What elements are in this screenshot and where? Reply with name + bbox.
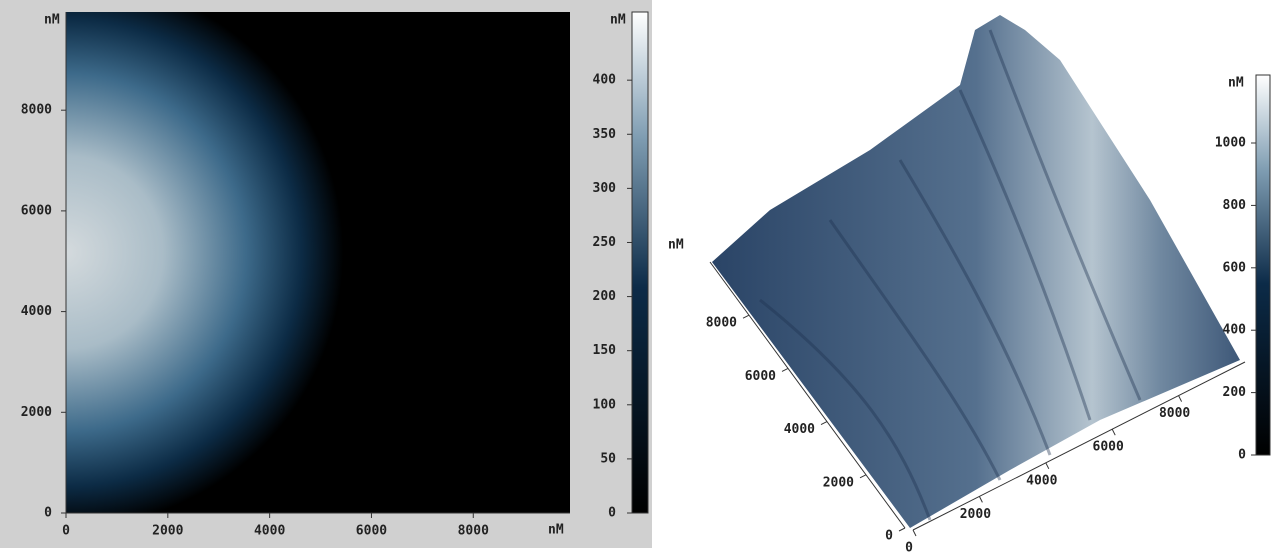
y-axis-label: nM — [668, 238, 684, 253]
colorbar-tick-label: 600 — [1223, 260, 1247, 275]
x-tick-label: 2000 — [152, 524, 183, 539]
x-axis-label: nM — [548, 523, 564, 538]
colorbar-tick-label: 200 — [1223, 385, 1247, 400]
tick-mark — [1178, 395, 1183, 402]
surface-image — [712, 15, 1240, 528]
colorbar-tick-label: 0 — [608, 506, 616, 521]
colorbar-tick-label: 150 — [593, 343, 617, 358]
colorbar-tick-label: 200 — [593, 289, 617, 304]
tick-mark — [820, 421, 828, 426]
colorbar-tick-label: 50 — [600, 451, 616, 466]
x-tick-label: 2000 — [960, 507, 991, 522]
colorbar-tick-label: 300 — [593, 181, 617, 196]
y-tick-label: 2000 — [21, 405, 52, 420]
x-tick-label: 6000 — [356, 524, 387, 539]
y-tick-label: 4000 — [784, 422, 815, 437]
tick-mark — [1045, 462, 1050, 470]
colorbar-tick-label: 1000 — [1215, 136, 1246, 151]
y-tick-label: 6000 — [745, 369, 776, 384]
axis-line — [709, 261, 906, 529]
colorbar-label: nM — [610, 13, 626, 28]
tick-mark — [742, 314, 750, 319]
colorbar-tick-label: 400 — [593, 73, 617, 88]
colorbar-tick-label: 350 — [593, 127, 617, 142]
y-tick-label: 8000 — [706, 316, 737, 331]
colorbar — [631, 11, 649, 514]
y-tick-label: 6000 — [21, 203, 52, 218]
tick-mark — [781, 367, 789, 372]
x-tick-label: 8000 — [458, 524, 489, 539]
colorbar-tick-label: 800 — [1223, 198, 1247, 213]
axis-line — [912, 361, 1246, 531]
surface-ridges — [759, 29, 1142, 521]
y-tick-label: 4000 — [21, 304, 52, 319]
x-tick-label: 4000 — [254, 524, 285, 539]
x-tick-label: 6000 — [1093, 440, 1124, 455]
colorbar-label: nM — [1228, 76, 1244, 91]
colorbar-tick-label: 400 — [1223, 323, 1247, 338]
y-tick-label: 0 — [44, 506, 52, 521]
colorbar — [1255, 74, 1271, 456]
tick-mark — [912, 529, 917, 537]
x-tick-label: 8000 — [1159, 406, 1190, 421]
colorbar-tick-label: 100 — [593, 397, 617, 412]
x-tick-label: 0 — [62, 524, 70, 539]
colorbar-tick-label: 0 — [1238, 448, 1246, 463]
heatmap-image — [66, 12, 570, 513]
x-tick-label: 0 — [905, 541, 913, 556]
x-tick-label: 4000 — [1026, 473, 1057, 488]
tick-mark — [898, 527, 906, 532]
y-axis-label: nM — [44, 13, 60, 28]
tick-mark — [1111, 428, 1116, 436]
y-tick-label: 0 — [885, 529, 893, 544]
colorbar-tick-label: 250 — [593, 235, 617, 250]
tick-mark — [859, 474, 867, 479]
y-tick-label: 8000 — [21, 103, 52, 118]
y-tick-label: 2000 — [823, 475, 854, 490]
tick-mark — [978, 496, 983, 503]
